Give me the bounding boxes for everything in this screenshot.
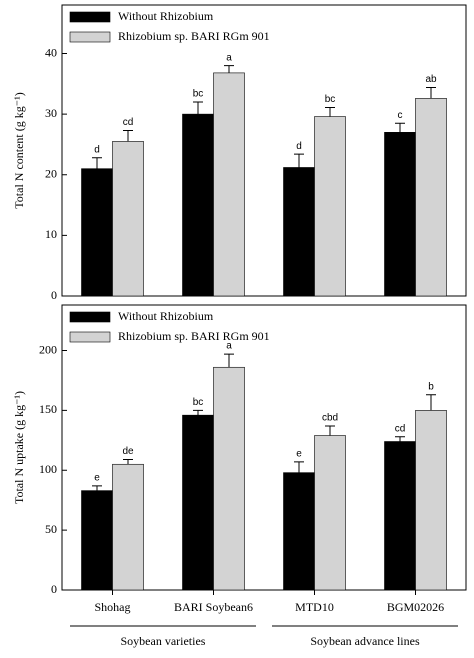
significance-letter: a: [226, 52, 232, 63]
error-bar: [426, 86, 436, 99]
bar: [182, 414, 214, 591]
y-axis-label: Total N uptake (g kg⁻¹): [12, 391, 26, 504]
error-bar: [325, 425, 335, 436]
error-bar: [294, 153, 304, 168]
significance-letter: c: [398, 110, 403, 121]
error-bar: [92, 157, 102, 169]
bar: [112, 141, 144, 297]
y-tick-label: 30: [45, 106, 57, 120]
significance-letter: bc: [193, 397, 204, 408]
error-bar: [294, 461, 304, 473]
significance-letter: bc: [193, 89, 204, 100]
y-tick-label: 40: [45, 45, 57, 59]
x-tick-label: BARI Soybean6: [174, 600, 253, 614]
bar: [283, 472, 315, 591]
y-tick-label: 200: [39, 342, 57, 356]
y-tick-label: 10: [45, 227, 57, 241]
legend-swatch: [69, 331, 111, 343]
y-tick-label: 100: [39, 462, 57, 476]
error-bar: [123, 458, 133, 465]
bar: [283, 167, 315, 297]
plot-frame: [61, 4, 467, 297]
plot-frame: [61, 304, 467, 591]
error-bar: [395, 122, 405, 133]
significance-letter: e: [296, 449, 302, 460]
bar: [384, 132, 416, 297]
x-tick-label: Shohag: [95, 600, 131, 614]
bar: [384, 441, 416, 591]
bar: [314, 116, 346, 297]
legend-swatch: [69, 11, 111, 23]
bar: [81, 490, 113, 591]
significance-letter: de: [122, 446, 134, 457]
x-tick-label: MTD10: [295, 600, 334, 614]
legend-label: Rhizobium sp. BARI RGm 901: [118, 329, 270, 343]
significance-letter: ab: [425, 74, 437, 85]
bar: [81, 168, 113, 297]
error-bar: [193, 101, 203, 115]
error-bar: [224, 65, 234, 73]
y-tick-label: 50: [45, 522, 57, 536]
significance-letter: d: [94, 144, 100, 155]
legend-swatch: [69, 31, 111, 43]
significance-letter: b: [428, 381, 434, 392]
error-bar: [224, 353, 234, 368]
bar: [415, 410, 447, 591]
bar: [182, 113, 214, 297]
bar: [314, 435, 346, 591]
error-bar: [123, 129, 133, 142]
bar: [213, 72, 245, 297]
bar: [213, 366, 245, 591]
x-tick-label: BGM02026: [387, 600, 444, 614]
y-axis-label: Total N content (g kg⁻¹): [12, 92, 26, 208]
group-label: Soybean advance lines: [310, 634, 420, 648]
significance-letter: cd: [395, 423, 406, 434]
bar: [415, 98, 447, 297]
significance-letter: e: [94, 472, 100, 483]
significance-letter: cd: [123, 117, 134, 128]
error-bar: [325, 106, 335, 117]
significance-letter: bc: [325, 94, 336, 105]
y-tick-label: 0: [51, 288, 57, 302]
group-label: Soybean varieties: [121, 634, 206, 648]
bar: [112, 463, 144, 591]
y-tick-label: 0: [51, 582, 57, 596]
y-tick-label: 150: [39, 402, 57, 416]
significance-letter: d: [296, 141, 302, 152]
legend-label: Without Rhizobium: [118, 9, 214, 23]
error-bar: [426, 394, 436, 411]
error-bar: [92, 485, 102, 491]
significance-letter: a: [226, 341, 232, 352]
legend-swatch: [69, 311, 111, 323]
legend-label: Rhizobium sp. BARI RGm 901: [118, 29, 270, 43]
error-bar: [193, 409, 203, 416]
y-tick-label: 20: [45, 167, 57, 181]
error-bar: [395, 436, 405, 442]
legend-label: Without Rhizobium: [118, 309, 214, 323]
significance-letter: cbd: [322, 413, 338, 424]
